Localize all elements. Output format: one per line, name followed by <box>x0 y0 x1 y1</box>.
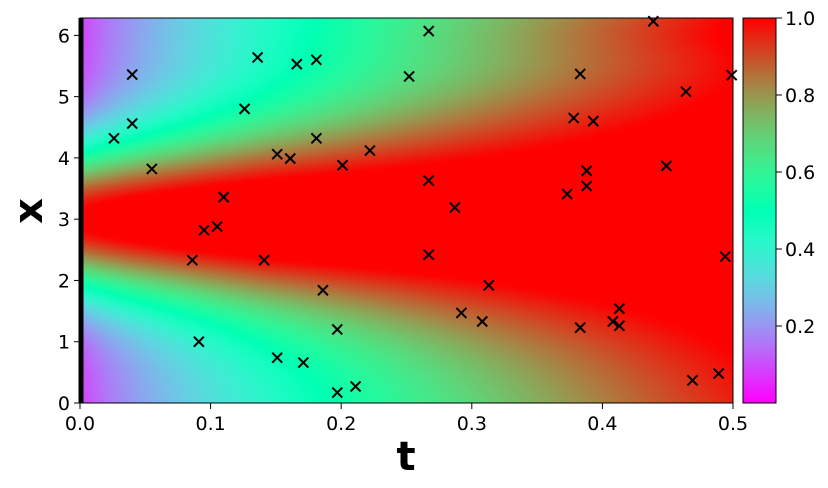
y-tick-label: 1 <box>58 332 70 354</box>
collocation-point <box>331 386 343 399</box>
collocation-point <box>310 132 323 144</box>
x-tick-label: 0.5 <box>718 413 748 435</box>
colorbar-tick-label: 1.0 <box>785 8 815 30</box>
collocation-point <box>719 250 731 263</box>
collocation-point <box>581 180 593 192</box>
heatmap-field <box>80 18 733 403</box>
collocation-point <box>607 315 619 328</box>
collocation-point <box>271 148 283 160</box>
collocation-point <box>186 254 199 266</box>
collocation-point <box>680 86 692 98</box>
collocation-point <box>613 320 626 332</box>
collocation-point <box>336 159 349 171</box>
collocation-point <box>561 188 573 200</box>
collocation-point <box>251 51 264 64</box>
collocation-point <box>567 112 580 124</box>
heatmap-plot-area <box>78 15 738 404</box>
colorbar-gradient <box>743 18 776 403</box>
x-tick-label: 0.1 <box>195 413 225 435</box>
collocation-point <box>271 351 283 364</box>
collocation-point <box>581 165 593 177</box>
collocation-point <box>686 374 699 387</box>
collocation-point <box>258 254 270 266</box>
y-tick-label: 5 <box>58 87 70 109</box>
x-axis-title: t <box>396 434 415 480</box>
colorbar-tick-label: 0.2 <box>785 316 815 338</box>
y-tick-label: 3 <box>58 209 70 231</box>
collocation-point <box>574 321 586 334</box>
x-tick-label: 0.3 <box>457 413 487 435</box>
collocation-point <box>455 307 468 319</box>
colorbar-frame <box>742 17 777 404</box>
collocation-point <box>712 367 725 380</box>
collocation-point <box>422 174 435 187</box>
collocation-point <box>297 356 310 369</box>
collocation-point <box>587 115 599 127</box>
collocation-point <box>331 323 343 336</box>
y-tick-label: 2 <box>58 270 70 292</box>
collocation-point <box>211 220 223 233</box>
collocation-point <box>403 70 415 83</box>
collocation-point <box>449 201 461 214</box>
collocation-point <box>364 144 376 157</box>
colorbar-tick-label: 0.4 <box>785 239 815 261</box>
collocation-point <box>725 69 738 81</box>
collocation-point <box>660 160 673 172</box>
x-tick-label: 0.2 <box>326 413 356 435</box>
collocation-point <box>146 163 158 175</box>
y-axis: 0 1 2 3 4 5 6 <box>58 25 80 415</box>
collocation-point <box>284 152 296 165</box>
collocation-point <box>291 58 303 70</box>
collocation-point <box>238 103 251 115</box>
collocation-point <box>126 68 138 81</box>
y-tick-label: 4 <box>58 148 70 170</box>
x-tick-label: 0.4 <box>587 413 617 435</box>
colorbar-ticks: 0.2 0.4 0.6 0.8 1.0 <box>776 8 815 338</box>
collocation-point <box>574 68 586 80</box>
collocation-point <box>310 54 323 66</box>
collocation-point <box>126 117 138 130</box>
y-axis-title: x <box>6 198 52 224</box>
x-axis: 0.0 0.1 0.2 0.3 0.4 0.5 <box>65 403 748 435</box>
collocation-point <box>198 224 210 236</box>
collocation-point <box>613 302 626 315</box>
collocation-point <box>476 315 488 328</box>
y-tick-label: 6 <box>58 25 70 47</box>
collocation-point <box>483 279 495 292</box>
collocation-point <box>422 249 435 261</box>
x-tick-label: 0.0 <box>65 413 95 435</box>
collocation-point <box>317 284 329 296</box>
collocation-point <box>193 336 205 348</box>
colorbar: 0.2 0.4 0.6 0.8 1.0 <box>742 8 815 404</box>
colorbar-tick-label: 0.8 <box>785 85 815 107</box>
collocation-point <box>349 380 362 393</box>
y-tick-label: 0 <box>58 393 70 415</box>
collocation-point <box>217 191 230 203</box>
collocation-markers <box>108 15 738 399</box>
collocation-point <box>108 132 120 144</box>
plot-frame <box>79 17 734 404</box>
colorbar-tick-label: 0.6 <box>785 162 815 184</box>
collocation-point <box>422 25 435 37</box>
